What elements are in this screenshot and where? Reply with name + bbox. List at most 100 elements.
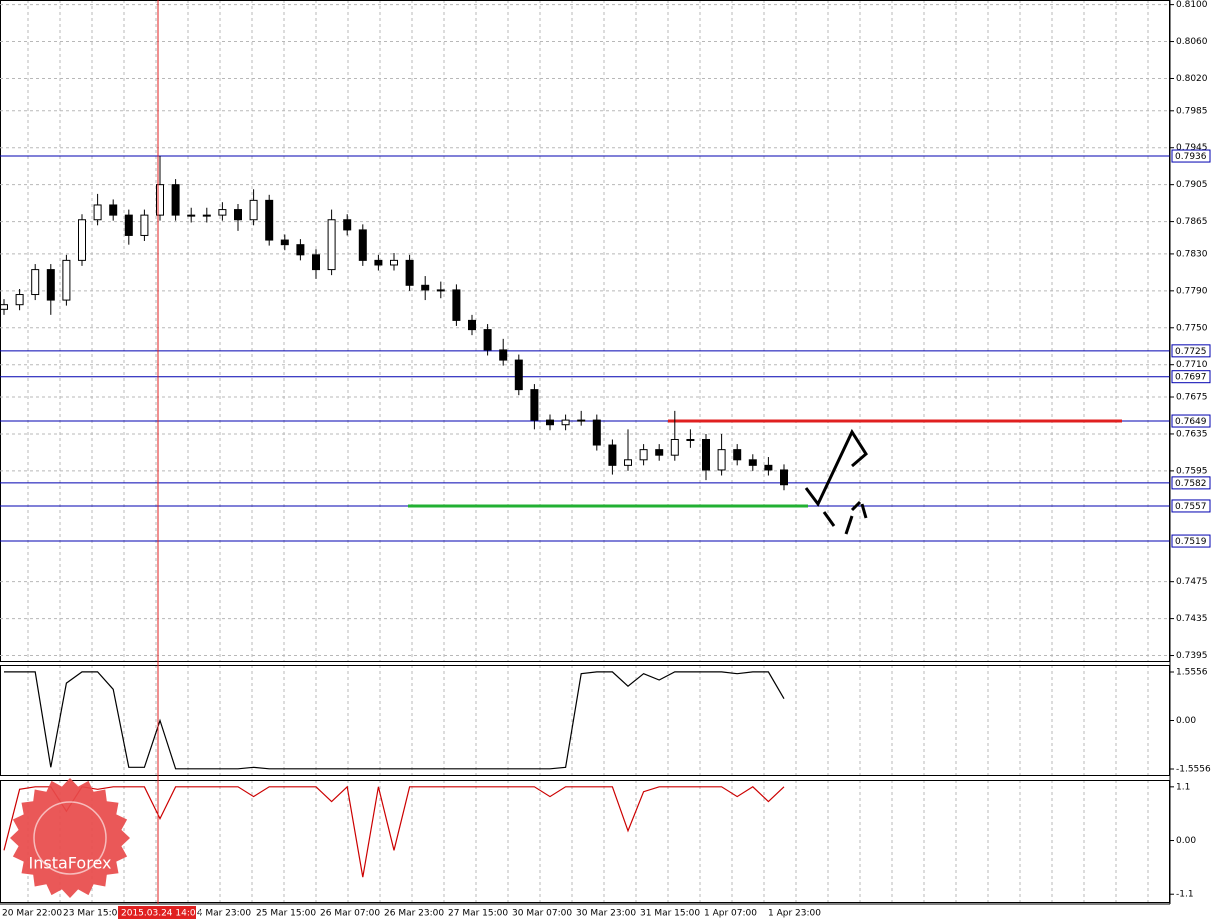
candle-body [358,229,367,261]
candle-body [327,219,336,271]
candle-body [483,329,492,351]
candle-body [733,449,742,461]
y-tick-label: 1.5556 [1176,667,1208,677]
candle-body [405,259,414,286]
level-label-box [1171,476,1211,490]
candle-body [546,419,554,426]
candle-body [93,204,102,221]
candle-body [686,438,695,441]
y-tick-label: 0.00 [1176,836,1196,846]
candle-body [171,184,180,216]
y-tick-label: 0.7710 [1176,360,1208,370]
watermark-text: InstaForex [29,854,112,873]
candle-body [140,214,149,236]
candle-body [592,419,601,446]
level-label-box [1171,414,1211,428]
candle-body [390,259,398,266]
y-tick-label: 0.7475 [1176,577,1208,587]
x-tick-label: 23 Mar 15:00 [63,909,123,919]
candle-body [639,449,648,461]
candle-body [577,419,586,422]
candle-body [624,459,632,466]
candle-body [280,239,289,246]
forecast-down-path [822,500,868,535]
candle-body [46,269,55,301]
candle-body [374,259,383,266]
level-label-box [1171,499,1211,513]
x-tick-label: 30 Mar 23:00 [576,909,636,919]
level-label-box [1171,344,1211,358]
candle-body [312,254,320,271]
forecast-up-path [804,428,868,507]
x-tick-label: 30 Mar 07:00 [512,909,572,919]
y-tick-label: 0.7435 [1176,614,1208,624]
candle-body [265,199,274,241]
y-tick-label: 0.7945 [1176,143,1208,153]
time-axis [0,904,1212,923]
candle-body [124,214,133,236]
candle-body [15,294,24,306]
y-tick-label: 0.00 [1176,716,1196,726]
level-label: 0.7725 [1175,347,1207,357]
x-tick-label: 24 Mar 23:00 [191,909,251,919]
x-tick-label: 26 Mar 23:00 [384,909,444,919]
y-tick-label: 0.8100 [1176,0,1208,10]
y-tick-label: 0.7865 [1176,217,1208,227]
candle-body [452,289,461,321]
candle-body [780,469,788,486]
candle-body [561,419,570,426]
level-label-box [1171,534,1211,548]
indicator-line [4,671,785,770]
y-tick-label: 0.8020 [1176,74,1208,84]
candle-body [748,459,757,466]
indicator-line [3,785,785,878]
y-tick-label: 0.7595 [1176,466,1208,476]
y-tick-label: -1.1 [1176,890,1194,900]
candle-body [530,389,539,421]
candle-body [31,269,40,296]
candle-body [78,219,86,261]
y-tick-label: 0.7830 [1176,249,1208,259]
candle-body [468,319,476,331]
candle-body [514,359,523,391]
y-tick-label: 0.7985 [1176,106,1208,116]
level-label: 0.7582 [1175,479,1207,489]
level-label: 0.7936 [1175,152,1207,162]
y-tick-label: 0.7675 [1176,393,1208,403]
candle-body [608,444,617,466]
candle-body [655,449,664,456]
level-label: 0.7697 [1175,373,1207,383]
y-tick-label: 0.7635 [1176,429,1208,439]
x-tick-label: 31 Mar 15:00 [640,909,700,919]
level-label: 0.7557 [1175,502,1207,512]
y-tick-label: -1.5556 [1176,765,1211,775]
candle-body [436,289,445,292]
candle-body [717,449,726,471]
candle-body [234,209,242,221]
cursor-label: 2015.03.24 14:00 [121,909,202,919]
y-tick-label: 1.1 [1176,782,1190,792]
candle-body [218,209,227,216]
level-label-box [1171,370,1211,384]
y-tick-label: 0.8060 [1176,37,1208,47]
level-label: 0.7519 [1175,537,1207,547]
candle-body [187,214,196,217]
candle-body [202,214,211,217]
candle-body [109,204,118,216]
candle-body [156,184,164,216]
candle-body [702,438,710,471]
x-tick-label: 1 Apr 07:00 [704,909,757,919]
x-tick-label: 26 Mar 07:00 [320,909,380,919]
candle-body [62,259,71,301]
y-tick-label: 0.7395 [1176,651,1208,661]
level-label-box [1171,149,1211,163]
candle-body [0,304,8,310]
candle-body [421,284,430,291]
candle-body [499,349,508,361]
y-tick-label: 0.7905 [1176,180,1208,190]
cursor-label-box [118,906,196,919]
candle-body [670,438,679,456]
